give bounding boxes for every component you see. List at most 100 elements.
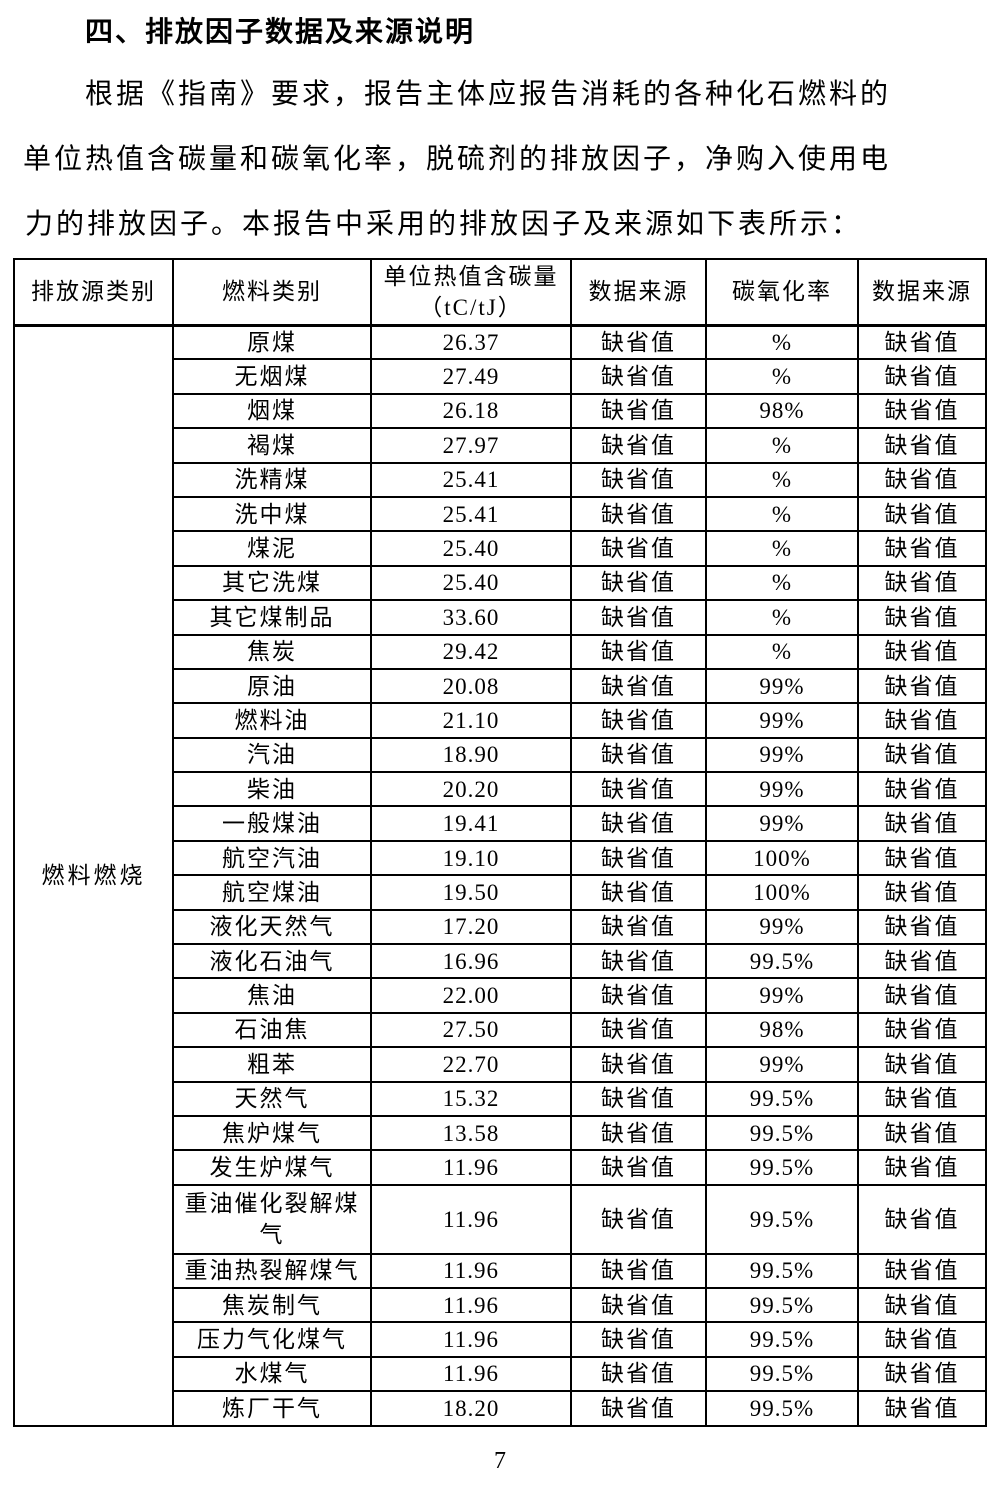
cell-oxidation-rate: 100%	[705, 839, 859, 877]
cell-data-source-1: 缺省值	[570, 771, 707, 808]
cell-fuel: 无烟煤	[172, 358, 372, 395]
cell-data-source-1: 缺省值	[570, 1080, 707, 1117]
cell-data-source-2: 缺省值	[857, 564, 987, 602]
cell-data-source-1: 缺省值	[570, 667, 707, 705]
cell-data-source-1: 缺省值	[570, 943, 707, 980]
cell-carbon-content: 19.50	[370, 874, 572, 911]
cell-data-source-1: 缺省值	[570, 1149, 707, 1186]
cell-carbon-content: 21.10	[370, 702, 572, 739]
cell-fuel: 重油催化裂解煤气	[172, 1183, 372, 1255]
cell-fuel: 焦炭	[172, 633, 372, 670]
cell-fuel: 原煤	[172, 323, 372, 361]
section-heading: 四、排放因子数据及来源说明	[85, 17, 476, 48]
cell-data-source-2: 缺省值	[857, 1011, 987, 1049]
cell-data-source-2: 缺省值	[857, 427, 987, 464]
cell-carbon-content: 11.96	[370, 1183, 572, 1255]
emission-factor-table: 排放源类别 燃料类别 单位热值含碳量 （tC/tJ） 数据来源 碳氧化率 数据来源 燃料燃…	[13, 258, 987, 1427]
cell-data-source-2: 缺省值	[857, 1252, 987, 1289]
cell-carbon-content: 13.58	[370, 1114, 572, 1152]
cell-data-source-2: 缺省值	[857, 599, 987, 636]
cell-data-source-2: 缺省值	[857, 874, 987, 911]
cell-oxidation-rate: %	[705, 427, 859, 464]
table-row: 其它煤制品 33.60 缺省值% 缺省值	[14, 599, 987, 636]
cell-carbon-content: 25.40	[370, 530, 572, 567]
table-row: 天然气 15.32 缺省值 99.5% 缺省值	[14, 1080, 987, 1117]
cell-fuel: 航空煤油	[172, 874, 372, 911]
cell-carbon-content: 11.96	[370, 1286, 572, 1324]
table-row: 粗苯 22.70 缺省值 99% 缺省值	[14, 1046, 987, 1083]
cell-fuel: 洗中煤	[172, 495, 372, 533]
cell-oxidation-rate: 99.5%	[705, 1183, 859, 1255]
cell-carbon-content: 25.41	[370, 495, 572, 533]
cell-fuel: 压力气化煤气	[172, 1321, 372, 1358]
cell-carbon-content: 11.96	[370, 1149, 572, 1186]
cell-data-source-2: 缺省值	[857, 1286, 987, 1324]
cell-oxidation-rate: %	[705, 599, 859, 636]
cell-carbon-content: 25.41	[370, 461, 572, 498]
cell-data-source-1: 缺省值	[570, 736, 707, 774]
cell-fuel: 原油	[172, 667, 372, 705]
page-number: 7	[494, 1448, 506, 1474]
source-category-cell: 燃料燃烧	[13, 324, 174, 1427]
table-row: 燃料油 21.10 缺省值 99% 缺省值	[14, 702, 987, 739]
cell-data-source-1: 缺省值	[570, 358, 707, 395]
cell-oxidation-rate: 99%	[705, 702, 859, 739]
cell-data-source-1: 缺省值	[570, 323, 707, 361]
table-row: 炼厂干气 18.20 缺省值 99.5% 缺省值	[14, 1390, 987, 1427]
cell-carbon-content: 18.20	[370, 1390, 572, 1427]
cell-carbon-content: 11.96	[370, 1252, 572, 1289]
cell-data-source-1: 缺省值	[570, 977, 707, 1014]
cell-carbon-content: 27.97	[370, 427, 572, 464]
cell-data-source-1: 缺省值	[570, 530, 707, 567]
table-row: 重油催化裂解煤气 11.96 缺省值 99.5% 缺省值	[14, 1183, 987, 1255]
cell-carbon-content: 27.49	[370, 358, 572, 395]
cell-oxidation-rate: 99%	[705, 771, 859, 808]
cell-carbon-content: 27.50	[370, 1011, 572, 1049]
cell-carbon-content: 17.20	[370, 908, 572, 946]
column-header-1: 燃料类别	[172, 258, 372, 327]
cell-data-source-1: 缺省值	[570, 1011, 707, 1049]
cell-carbon-content: 15.32	[370, 1080, 572, 1117]
cell-oxidation-rate: 98%	[705, 392, 859, 430]
cell-carbon-content: 22.70	[370, 1046, 572, 1083]
cell-fuel: 焦炉煤气	[172, 1114, 372, 1152]
cell-data-source-1: 缺省值	[570, 427, 707, 464]
cell-fuel: 褐煤	[172, 427, 372, 464]
cell-data-source-1: 缺省值	[570, 564, 707, 602]
column-header-3: 数据来源	[570, 258, 707, 327]
cell-data-source-1: 缺省值	[570, 1183, 707, 1255]
cell-carbon-content: 11.96	[370, 1355, 572, 1393]
cell-fuel: 水煤气	[172, 1355, 372, 1393]
cell-data-source-1: 缺省值	[570, 908, 707, 946]
cell-data-source-2: 缺省值	[857, 977, 987, 1014]
table-body: 燃料燃烧 原煤 26.37 缺省值% 缺省值 无烟煤 27.49 缺省值% 缺省值 烟煤 26.18…	[13, 323, 987, 1427]
cell-fuel: 重油热裂解煤气	[172, 1252, 372, 1289]
cell-fuel: 洗精煤	[172, 461, 372, 498]
cell-carbon-content: 18.90	[370, 736, 572, 774]
table-row: 燃料燃烧 原煤 26.37 缺省值% 缺省值	[13, 323, 987, 1427]
cell-fuel: 液化天然气	[172, 908, 372, 946]
cell-oxidation-rate: 99%	[705, 805, 859, 842]
table-row: 焦炉煤气 13.58 缺省值 99.5% 缺省值	[14, 1114, 987, 1152]
table-row: 洗中煤 25.41 缺省值% 缺省值	[14, 495, 987, 533]
cell-data-source-2: 缺省值	[857, 771, 987, 808]
cell-data-source-2: 缺省值	[857, 633, 987, 670]
cell-fuel: 煤泥	[172, 530, 372, 567]
cell-oxidation-rate: 99%	[705, 977, 859, 1014]
cell-oxidation-rate: %	[705, 323, 859, 361]
cell-fuel: 炼厂干气	[172, 1390, 372, 1427]
table-row: 压力气化煤气 11.96 缺省值 99.5% 缺省值	[14, 1321, 987, 1358]
cell-data-source-1: 缺省值	[570, 633, 707, 670]
cell-fuel: 石油焦	[172, 1011, 372, 1049]
paragraph-line-3: 力的排放因子。本报告中采用的排放因子及来源如下表所示：	[25, 209, 863, 240]
cell-data-source-2: 缺省值	[857, 702, 987, 739]
cell-oxidation-rate: 100%	[705, 874, 859, 911]
table-row: 柴油 20.20 缺省值 99% 缺省值	[14, 771, 987, 808]
table-row: 原油 20.08 缺省值 99% 缺省值	[14, 667, 987, 705]
cell-fuel: 其它煤制品	[172, 599, 372, 636]
cell-oxidation-rate: %	[705, 633, 859, 670]
cell-data-source-2: 缺省值	[857, 805, 987, 842]
table-row: 汽油 18.90 缺省值 99% 缺省值	[14, 736, 987, 774]
table-row: 水煤气 11.96 缺省值 99.5% 缺省值	[14, 1355, 987, 1393]
